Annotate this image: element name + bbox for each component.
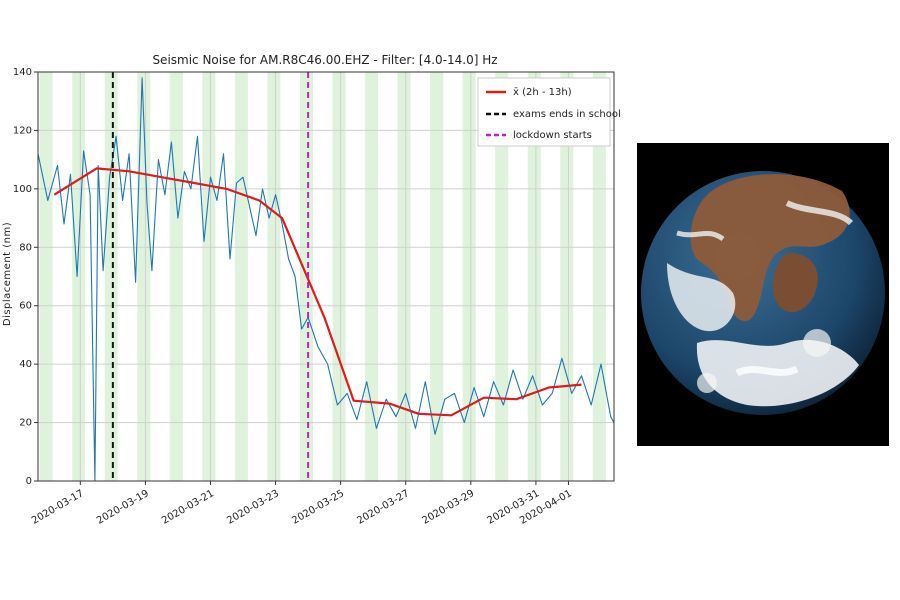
y-axis-label: Displacement (nm) xyxy=(2,222,13,326)
band-1 xyxy=(72,72,86,481)
x-tick-label-3: 2020-03-23 xyxy=(225,488,281,527)
x-tick-label-5: 2020-03-27 xyxy=(355,488,411,527)
legend-box xyxy=(477,77,611,147)
band-16 xyxy=(560,72,574,481)
band-2 xyxy=(104,72,118,481)
x-tick-label-1: 2020-03-19 xyxy=(95,488,151,527)
x-axis-ticks: 2020-03-17 2020-03-19 2020-03-21 2020-03-23… xyxy=(30,481,574,527)
y-tick-label-7: 140 xyxy=(13,67,32,78)
legend-label-lockdown: lockdown starts xyxy=(513,130,592,141)
series-line-mean xyxy=(53,167,582,417)
legend: x̄ (2h - 13h) exams ends in school lockd… xyxy=(477,77,621,147)
band-13 xyxy=(462,72,476,481)
x-tick-label-6: 2020-03-29 xyxy=(420,488,476,527)
x-tick-label-2: 2020-03-21 xyxy=(160,488,216,527)
seismic-noise-chart: Seismic Noise for AM.R8C46.00.EHZ - Filt… xyxy=(2,53,621,527)
y-tick-label-3: 60 xyxy=(19,301,32,312)
legend-label-mean: x̄ (2h - 13h) xyxy=(513,87,572,98)
y-tick-label-1: 20 xyxy=(19,418,32,429)
series-lines xyxy=(37,77,615,482)
band-0 xyxy=(39,72,53,481)
earth-image xyxy=(637,143,889,446)
y-axis-ticks: 0 20 40 60 80 100 120 140 xyxy=(13,67,38,487)
chart-title: Seismic Noise for AM.R8C46.00.EHZ - Filt… xyxy=(152,53,497,67)
plot-frame xyxy=(37,71,615,482)
legend-label-exams: exams ends in school xyxy=(513,109,621,120)
y-tick-label-5: 100 xyxy=(13,184,32,195)
band-11 xyxy=(397,72,411,481)
band-5 xyxy=(202,72,216,481)
event-markers xyxy=(111,72,310,481)
band-12 xyxy=(430,72,444,481)
band-17 xyxy=(592,72,606,481)
y-tick-label-4: 80 xyxy=(19,242,32,253)
band-4 xyxy=(169,72,183,481)
y-tick-label-0: 0 xyxy=(26,476,32,487)
earth-globe-icon xyxy=(641,171,885,415)
band-7 xyxy=(267,72,281,481)
x-tick-label-0: 2020-03-17 xyxy=(30,488,86,527)
series-line-noise xyxy=(37,77,615,482)
band-10 xyxy=(365,72,379,481)
y-tick-label-6: 120 xyxy=(13,125,32,136)
band-9 xyxy=(332,72,346,481)
band-14 xyxy=(495,72,509,481)
band-6 xyxy=(234,72,248,481)
y-tick-label-2: 40 xyxy=(19,359,32,370)
x-tick-label-4: 2020-03-25 xyxy=(290,488,346,527)
